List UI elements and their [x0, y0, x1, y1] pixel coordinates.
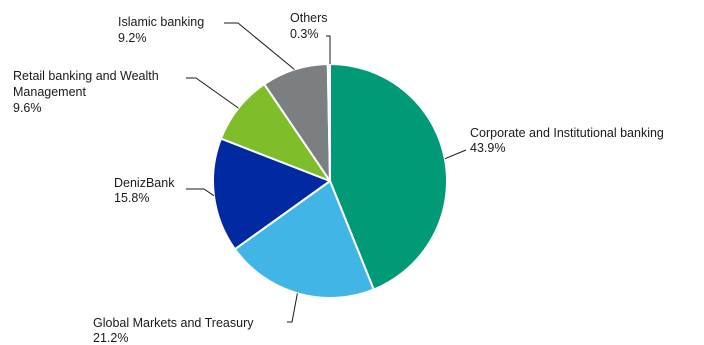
label-islamic-value: 9.2%: [118, 31, 147, 45]
label-others-value: 0.3%: [290, 27, 319, 41]
label-denizbank-value: 15.8%: [114, 191, 149, 205]
label-retail-name-line1: Retail banking and Wealth: [13, 69, 159, 83]
label-retail-name-line2: Management: [13, 85, 86, 99]
label-corporate-value: 43.9%: [470, 141, 505, 155]
slice-denizbank: [212, 137, 331, 251]
label-global-markets-name: Global Markets and Treasury: [93, 316, 254, 330]
leader-lines: [186, 22, 467, 323]
label-global-markets-value: 21.2%: [93, 331, 128, 345]
leader-corporate: [444, 149, 467, 160]
label-islamic-name: Islamic banking: [118, 15, 204, 29]
label-retail-value: 9.6%: [13, 101, 42, 115]
leader-global-markets: [287, 293, 298, 323]
slice-corporate: [329, 63, 448, 291]
label-denizbank-name: DenizBank: [114, 176, 175, 190]
pie-slices: [212, 62, 448, 299]
leader-others: [326, 35, 331, 64]
label-others-name: Others: [290, 11, 328, 25]
leader-retail: [186, 77, 239, 109]
leader-islamic: [224, 22, 295, 70]
leader-denizbank: [186, 188, 215, 197]
slice-global-markets: [233, 180, 375, 299]
label-corporate-name: Corporate and Institutional banking: [470, 126, 664, 140]
